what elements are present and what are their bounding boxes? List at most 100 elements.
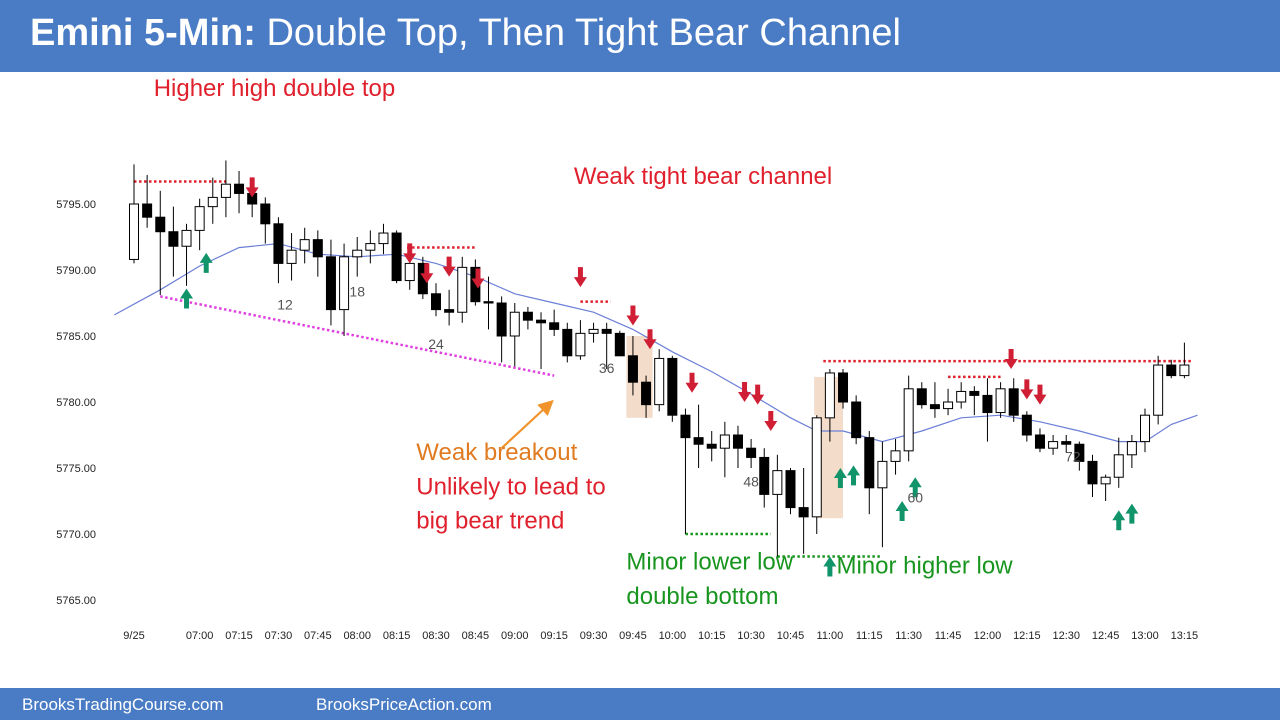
magenta-dotted-line (160, 295, 555, 377)
y-tick-label: 5785.00 (56, 331, 96, 343)
x-tick-label: 10:45 (777, 630, 805, 642)
bull-candle (1153, 364, 1164, 416)
title-bold: Emini 5-Min: (30, 12, 256, 54)
bull-candle (378, 232, 389, 245)
bull-candle (457, 266, 468, 313)
bull-candle (129, 203, 139, 260)
bar-number-label: 36 (599, 360, 615, 376)
candles (129, 160, 1190, 558)
bear-candle (969, 390, 980, 396)
x-tick-label: 12:30 (1052, 630, 1080, 642)
bear-candle (982, 394, 993, 414)
green-up-arrow-icon (908, 477, 922, 498)
x-tick-label: 13:00 (1131, 630, 1159, 642)
x-tick-label: 11:15 (856, 630, 883, 642)
x-tick-label: 12:00 (974, 630, 1002, 642)
bull-candle (654, 357, 665, 406)
y-tick-label: 5765.00 (56, 595, 96, 607)
bar-number-label: 60 (907, 489, 923, 505)
x-tick-label: 08:15 (383, 630, 411, 642)
green-up-arrow-icon (833, 468, 847, 488)
annotation-weak-breakout: Weak breakout (416, 439, 577, 466)
bear-candle (667, 357, 678, 416)
red-down-arrow-icon (738, 382, 752, 402)
x-tick-label: 10:30 (737, 630, 765, 642)
bull-candle (1126, 441, 1137, 456)
red-down-arrow-icon (403, 243, 417, 264)
bear-candle (929, 404, 940, 410)
bull-candle (339, 256, 350, 311)
red-down-arrow-icon (1004, 349, 1018, 369)
bear-candle (312, 239, 323, 258)
bar-number-label: 48 (743, 473, 759, 489)
red-down-arrow-icon (1020, 379, 1034, 400)
annotation-minor-lower-low-2: double bottom (626, 583, 778, 610)
footer-link-brookstradingcourse[interactable]: BrooksTradingCourse.com (22, 695, 224, 714)
bull-candle (220, 183, 231, 198)
bull-candle (890, 450, 901, 462)
footer-link-brookspriceaction[interactable]: BrooksPriceAction.com (316, 695, 492, 714)
red-down-arrow-icon (764, 411, 778, 432)
header-bar: Emini 5-Min: Double Top, Then Tight Bear… (0, 0, 1280, 72)
bear-candle (864, 437, 875, 489)
bar-number-label: 18 (349, 283, 365, 299)
x-tick-label: 07:30 (265, 630, 293, 642)
candlestick-chart: 5765.00 5770.00 5775.00 5780.00 5785.00 5790.… (56, 75, 1198, 642)
ema-polyline (114, 242, 1198, 443)
bear-candle (732, 434, 743, 449)
y-tick-label: 5795.00 (56, 199, 96, 211)
x-tick-label: 12:15 (1013, 630, 1041, 642)
signal-arrows (180, 177, 1139, 577)
bull-candle (995, 388, 1006, 414)
bear-candle (916, 388, 927, 406)
orange-arrow (500, 399, 554, 450)
x-tick-label: 09:00 (501, 630, 529, 642)
bear-candle (838, 372, 849, 403)
bear-candle (522, 311, 533, 321)
x-axis-tick-labels: 9/25 07:00 07:15 07:30 07:45 08:00 08:15 08:30 0… (123, 630, 1198, 642)
bull-candle (181, 229, 192, 247)
x-tick-label: 09:30 (580, 630, 608, 642)
bear-candle (142, 203, 153, 218)
bear-candle (234, 183, 245, 194)
bull-candle (956, 390, 967, 403)
x-tick-label: 09:15 (540, 630, 568, 642)
page-title: Emini 5-Min: Double Top, Then Tight Bear… (30, 12, 901, 55)
bear-candle (325, 256, 336, 311)
y-axis-tick-labels: 5765.00 5770.00 5775.00 5780.00 5785.00 5790.… (56, 199, 96, 607)
bar-number-labels: 12 18 24 36 48 60 72 (277, 283, 1081, 505)
x-tick-label: 07:00 (186, 630, 214, 642)
bull-candle (877, 460, 888, 489)
bear-candle (430, 293, 441, 311)
bull-candle (1113, 454, 1124, 478)
bar-number-label: 12 (277, 297, 293, 313)
bull-candle (1100, 476, 1111, 485)
bull-candle (352, 249, 363, 258)
bar-number-label: 24 (428, 336, 444, 352)
bear-candle (444, 309, 455, 313)
bear-candle (746, 447, 757, 458)
bear-candle (1074, 443, 1085, 462)
bear-candle (155, 216, 166, 233)
bear-candle (549, 322, 560, 330)
red-down-arrow-icon (573, 267, 587, 288)
bull-candle (588, 328, 599, 334)
red-down-arrow-icon (626, 305, 640, 326)
bear-candle (1034, 434, 1045, 449)
x-tick-label: 08:45 (462, 630, 490, 642)
bear-candle (1166, 364, 1177, 377)
x-tick-label: 07:15 (225, 630, 253, 642)
red-down-arrow-icon (420, 263, 434, 284)
bear-candle (1021, 414, 1032, 436)
bear-candle (706, 443, 717, 449)
green-up-arrow-icon (199, 252, 213, 273)
bull-candle (1048, 441, 1059, 449)
bar-number-label: 72 (1065, 448, 1081, 464)
bear-candle (1087, 460, 1098, 485)
annotation-weak-tight-bear-channel: Weak tight bear channel (574, 163, 832, 190)
annotation-minor-higher-low: Minor higher low (836, 553, 1013, 580)
green-up-arrow-icon (847, 465, 861, 486)
y-tick-label: 5770.00 (56, 529, 96, 541)
bear-candle (1008, 388, 1019, 416)
title-rest: Double Top, Then Tight Bear Channel (266, 12, 901, 54)
